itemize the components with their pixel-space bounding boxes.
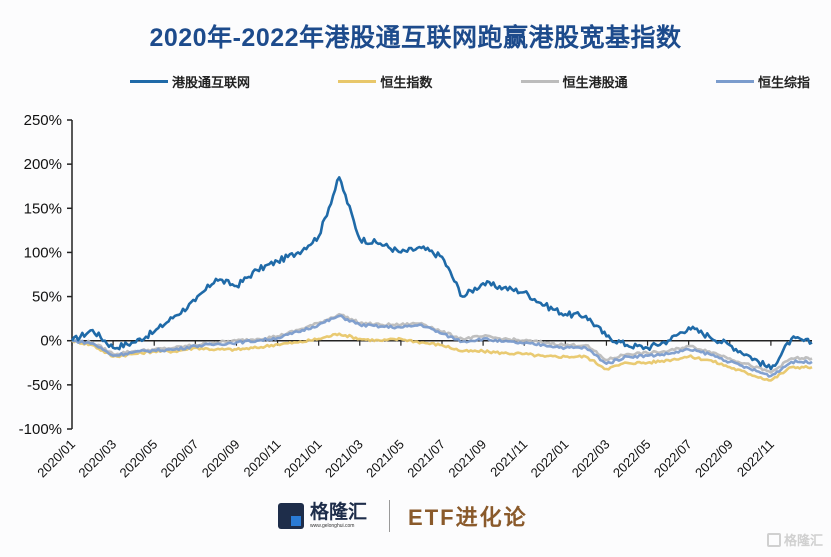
legend-label: 恒生指数 xyxy=(380,76,433,91)
gelonghui-logo-icon xyxy=(278,503,304,529)
x-tick-label: 2020/09 xyxy=(199,437,243,481)
legend: 港股通互联网 恒生指数 恒生港股通 恒生综指 xyxy=(130,72,810,91)
legend-item-hang-seng-index: 恒生指数 xyxy=(338,72,432,91)
footer-divider xyxy=(389,500,391,532)
x-tick-label: 2020/03 xyxy=(75,437,119,481)
legend-item-hs-hk-connect: 恒生港股通 xyxy=(520,72,628,91)
y-tick-label: 0% xyxy=(40,333,62,350)
logo-url: www.gelonghui.com xyxy=(310,523,355,529)
watermark-text: 格隆汇 xyxy=(783,533,823,548)
legend-swatch xyxy=(715,80,754,83)
x-tick-label: 2020/07 xyxy=(158,437,202,481)
x-tick-label: 2022/09 xyxy=(692,437,736,481)
legend-swatch xyxy=(130,80,168,83)
x-tick-label: 2022/05 xyxy=(610,437,654,481)
y-tick-label: -100% xyxy=(19,421,62,438)
y-tick-label: 100% xyxy=(24,244,62,261)
series-line-0 xyxy=(70,176,813,371)
x-tick-label: 2022/11 xyxy=(734,437,777,480)
y-tick-label: -50% xyxy=(27,377,62,394)
x-tick-label: 2021/01 xyxy=(281,437,325,481)
legend-swatch xyxy=(338,80,377,83)
y-tick-label: 200% xyxy=(24,156,62,173)
legend-label: 恒生港股通 xyxy=(562,76,628,91)
legend-item-hkconnect-internet: 港股通互联网 xyxy=(130,72,250,91)
watermark: 格隆汇 xyxy=(766,530,823,549)
x-tick-label: 2021/09 xyxy=(445,437,489,481)
logo-name: 格隆汇 xyxy=(310,502,368,523)
y-tick-label: 250% xyxy=(24,112,62,129)
legend-swatch xyxy=(520,80,559,83)
x-tick-label: 2021/07 xyxy=(404,437,448,481)
y-tick-label: 150% xyxy=(24,200,62,217)
x-tick-label: 2022/03 xyxy=(569,437,613,481)
x-tick-label: 2020/05 xyxy=(117,437,161,481)
x-tick-label: 2020/11 xyxy=(241,437,284,480)
chart-title: 2020年-2022年港股通互联网跑赢港股宽基指数 xyxy=(149,24,682,52)
x-tick-label: 2021/03 xyxy=(322,437,366,481)
footer-branding: 格隆汇 www.gelonghui.com ETF进化论 xyxy=(278,500,528,532)
x-tick-label: 2021/11 xyxy=(487,437,530,480)
x-tick-label: 2022/07 xyxy=(651,437,695,481)
legend-item-hs-composite: 恒生综指 xyxy=(715,72,810,91)
y-tick-label: 50% xyxy=(32,289,62,306)
x-tick-label: 2021/05 xyxy=(363,437,407,481)
legend-label: 港股通互联网 xyxy=(172,76,251,91)
brand-name: ETF进化论 xyxy=(408,505,528,530)
series-line-3 xyxy=(72,314,813,378)
watermark-logo-icon xyxy=(766,532,781,547)
series-line-1 xyxy=(71,332,813,382)
legend-label: 恒生综指 xyxy=(757,76,810,91)
x-tick-label: 2022/01 xyxy=(528,437,572,481)
x-tick-label: 2020/01 xyxy=(34,437,78,481)
